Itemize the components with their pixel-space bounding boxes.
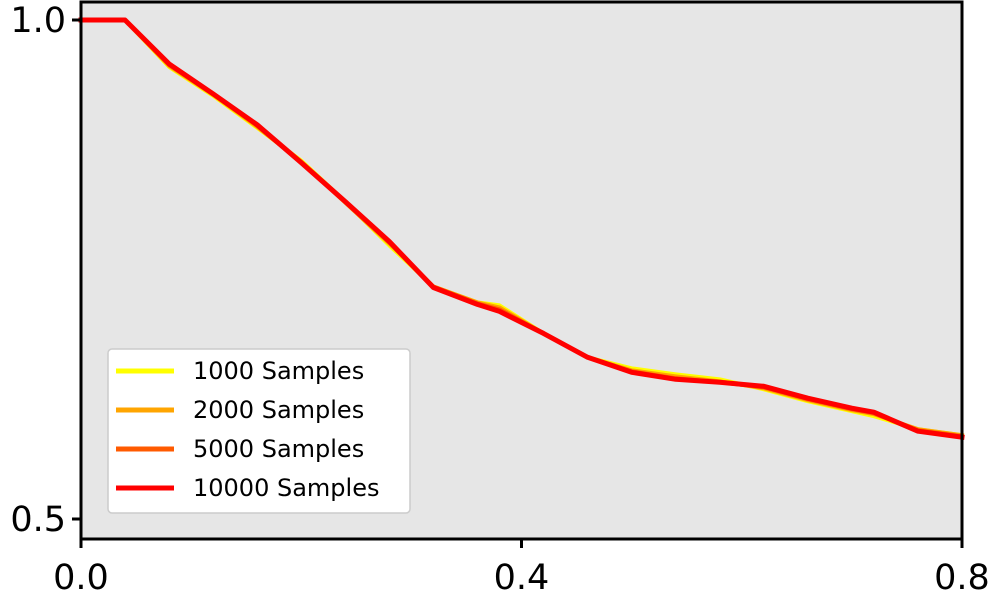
x-tick-label: 0.8 [934,558,990,596]
legend: 1000 Samples 2000 Samples 5000 Samples 1000… [107,348,411,514]
series-line-4 [78,17,965,441]
y-tick-label: 1.0 [10,1,66,41]
legend-label: 2000 Samples [193,396,364,424]
legend-label: 5000 Samples [193,435,364,463]
x-tick-label: 0.0 [53,558,109,596]
series-lines [78,17,965,441]
legend-label: 10000 Samples [193,474,379,502]
legend-label: 1000 Samples [193,357,364,385]
x-tick-label: 0.4 [494,558,550,596]
y-tick-label: 0.5 [10,500,66,540]
axis-ticks: 0.0 0.4 0.8 0.5 1.0 [10,1,990,596]
legend-box [107,348,411,514]
